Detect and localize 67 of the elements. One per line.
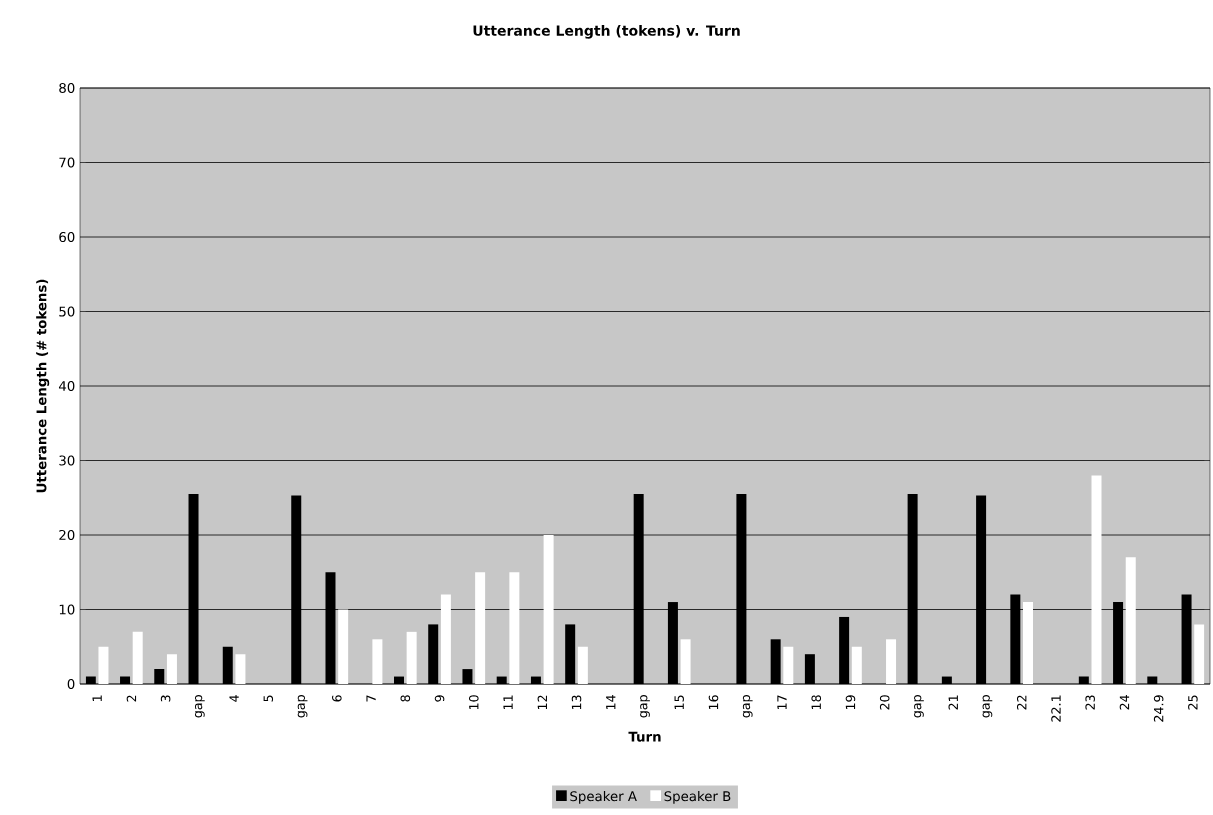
y-tick-label: 20: [59, 529, 75, 541]
x-tick-label: 1: [92, 695, 102, 702]
x-tick-label: gap: [742, 695, 753, 718]
x-tick-label: 2: [126, 695, 137, 702]
x-tick-label: 23: [1085, 695, 1095, 710]
bar: [886, 639, 897, 684]
bar: [235, 654, 246, 684]
bar: [543, 535, 554, 684]
x-tick-label: gap: [914, 695, 924, 718]
x-tick-label: 20: [879, 695, 890, 710]
x-tick-label: 25: [1188, 695, 1198, 710]
bar: [406, 631, 417, 684]
x-axis-title: Turn: [628, 731, 661, 742]
legend-label: Speaker A: [570, 790, 637, 804]
x-tick-label: 18: [811, 695, 822, 710]
bar: [475, 572, 486, 684]
bar: [440, 594, 451, 684]
x-tick-label: 24: [1119, 695, 1130, 710]
x-tick-label: 7: [366, 695, 376, 702]
x-tick-label: 9: [434, 695, 445, 702]
bar: [577, 646, 588, 684]
x-tick-label: 16: [708, 695, 719, 710]
x-tick-label: 13: [571, 695, 582, 710]
x-tick-label: gap: [640, 695, 650, 718]
x-tick-label: 4: [229, 695, 239, 702]
y-tick-label: 50: [59, 306, 75, 317]
bar: [132, 631, 143, 684]
y-tick-label: 70: [59, 157, 75, 168]
x-tick-label: gap: [982, 695, 993, 718]
x-tick-label: 6: [332, 695, 342, 702]
bar: [98, 646, 109, 684]
x-tick-label: 3: [160, 695, 171, 702]
y-tick-label: 80: [59, 82, 75, 94]
bar: [509, 572, 520, 684]
x-tick-label: 22.1: [1051, 695, 1061, 722]
x-tick-label: 5: [263, 695, 274, 702]
bar: [851, 646, 862, 684]
bar: [783, 646, 794, 684]
x-tick-label: 10: [468, 695, 479, 710]
y-tick-label: 60: [59, 231, 75, 243]
x-tick-label: 12: [537, 695, 547, 710]
x-tick-label: 22: [1016, 695, 1027, 710]
bar: [166, 654, 177, 684]
bar: [1194, 624, 1205, 684]
x-tick-label: gap: [194, 695, 205, 718]
y-tick-label: 10: [59, 604, 75, 615]
x-tick-label: 14: [606, 695, 616, 710]
bar: [680, 639, 691, 684]
bar: [372, 639, 383, 684]
x-tick-label: 24.9: [1153, 695, 1164, 722]
bar: [1091, 475, 1102, 684]
chart-title: Utterance Length (tokens) v. Turn: [473, 25, 740, 39]
y-tick-label: 40: [58, 380, 75, 392]
bar: [338, 609, 349, 684]
legend-label: Speaker B: [664, 790, 731, 804]
x-tick-label: 17: [777, 695, 787, 710]
y-axis-title: Utterance Length (# tokens): [36, 279, 50, 493]
x-tick-label: 11: [503, 695, 513, 710]
bar: [1023, 602, 1034, 684]
x-tick-label: gap: [297, 695, 308, 718]
x-tick-label: 15: [674, 695, 684, 710]
y-tick-label: 30: [59, 455, 75, 466]
x-tick-label: 21: [948, 695, 958, 710]
x-tick-label: 8: [400, 695, 411, 702]
y-tick-label: 0: [67, 678, 75, 690]
x-tick-label: 19: [845, 695, 856, 710]
bar: [1125, 557, 1136, 684]
